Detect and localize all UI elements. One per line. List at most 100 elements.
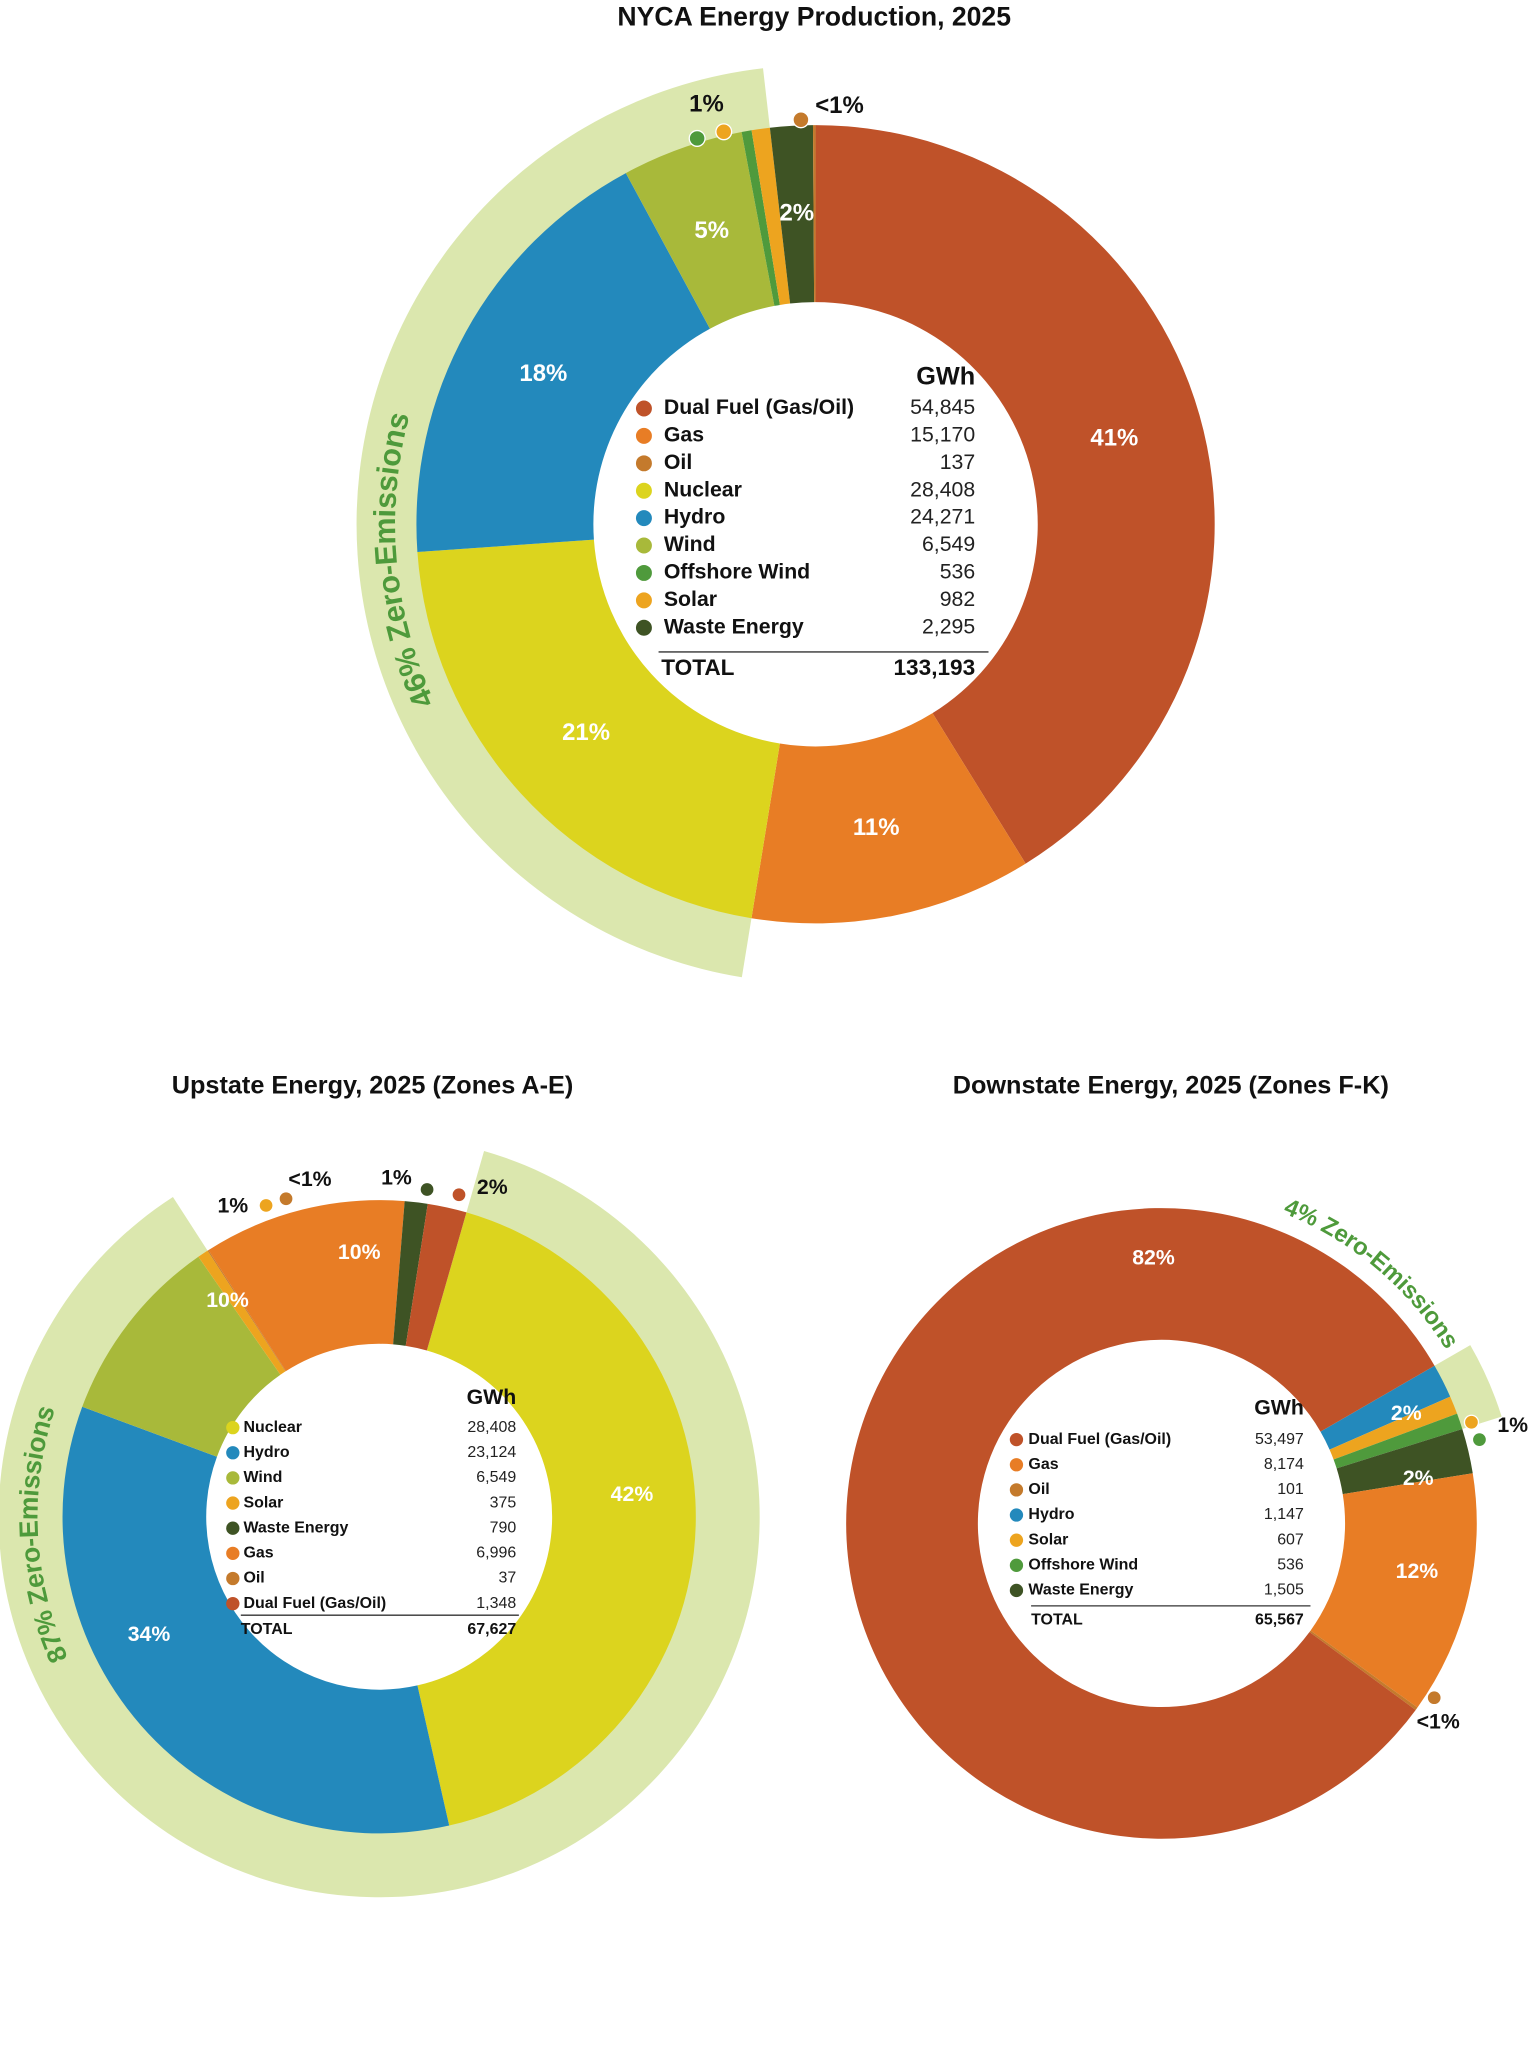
slice (416, 173, 710, 552)
legend-total-name: TOTAL (241, 1621, 293, 1638)
legend-value: 790 (490, 1519, 517, 1536)
legend-name: Solar (243, 1494, 283, 1511)
slice-label: 1% (217, 1193, 248, 1217)
slice (1329, 1396, 1458, 1460)
legend-total-name: TOTAL (661, 655, 734, 680)
legend-name: Offshore Wind (664, 560, 810, 584)
legend-name: Oil (243, 1570, 264, 1587)
slice-label: 82% (1132, 1245, 1175, 1269)
legend-value: 28,408 (467, 1419, 516, 1436)
legend-value: 6,996 (476, 1545, 516, 1562)
legend-value: 2,295 (922, 614, 975, 638)
legend-dot (635, 427, 652, 444)
legend-value: 54,845 (910, 395, 975, 419)
legend-dot (635, 537, 652, 554)
legend-dot (226, 1420, 240, 1435)
legend-name: Dual Fuel (Gas/Oil) (243, 1595, 386, 1612)
legend-value: 607 (1277, 1531, 1304, 1548)
legend-name: Gas (243, 1545, 273, 1562)
slice (417, 539, 780, 919)
slice-label: 41% (1090, 425, 1138, 452)
legend-name: Dual Fuel (Gas/Oil) (1028, 1431, 1171, 1448)
legend-dot (1009, 1458, 1024, 1472)
legend-dot (635, 619, 652, 636)
slice (815, 125, 1215, 864)
legend-dot (1009, 1583, 1024, 1598)
legend-dot (226, 1596, 240, 1611)
legend-value: 1,348 (476, 1595, 516, 1612)
leader-dot (278, 1191, 294, 1207)
slice (405, 1203, 467, 1351)
legend-dot (226, 1496, 240, 1510)
slice-label: 5% (694, 217, 729, 244)
slice-label: 42% (611, 1482, 654, 1506)
legend-total-value: 67,627 (467, 1621, 516, 1638)
slice (846, 1208, 1435, 1839)
slice (751, 713, 1026, 924)
legend-dot (635, 482, 652, 499)
slice (393, 1201, 428, 1346)
slice-label: 11% (853, 814, 900, 841)
legend-value: 137 (940, 450, 975, 474)
legend-value: 37 (498, 1570, 516, 1587)
legend-header: GWh (467, 1385, 517, 1409)
legend-name: Oil (1028, 1481, 1049, 1498)
legend-dot (635, 400, 652, 417)
legend-value: 28,408 (910, 477, 975, 501)
legend-value: 6,549 (476, 1469, 516, 1486)
slice (208, 1200, 405, 1372)
slice-label: 18% (519, 360, 567, 387)
chart-title: Downstate Energy, 2025 (Zones F-K) (953, 1072, 1389, 1100)
slice-label: 12% (1396, 1559, 1439, 1583)
legend-dot (226, 1571, 240, 1586)
legend-name: Solar (664, 587, 717, 611)
slice (625, 132, 775, 329)
slice (417, 1212, 696, 1826)
legend-name: Nuclear (243, 1419, 302, 1436)
legend-name: Hydro (664, 505, 725, 529)
chart-title: Upstate Energy, 2025 (Zones A-E) (172, 1072, 574, 1100)
leader-dot (688, 129, 706, 147)
legend-dot (635, 510, 652, 527)
legend-value: 23,124 (467, 1444, 516, 1461)
leader-dot (451, 1187, 467, 1203)
slice (198, 1250, 286, 1375)
slice (741, 130, 780, 306)
leader-dot (792, 111, 810, 129)
legend-name: Nuclear (664, 477, 742, 501)
legend-dot (226, 1471, 240, 1485)
legend-header: GWh (916, 363, 975, 391)
slice-label: 2% (1403, 1466, 1434, 1490)
legend-header: GWh (1254, 1396, 1304, 1420)
legend-value: 536 (1277, 1557, 1304, 1574)
legend-name: Solar (1028, 1531, 1068, 1548)
slice-label: <1% (1417, 1710, 1460, 1734)
slice-label: <1% (288, 1167, 331, 1191)
slice-label: 1% (381, 1165, 412, 1189)
slice (1310, 1473, 1477, 1708)
legend-dot (1009, 1508, 1024, 1522)
legend-value: 15,170 (910, 423, 975, 447)
slice (751, 127, 791, 305)
slice (207, 1250, 286, 1372)
legend-name: Waste Energy (1028, 1582, 1133, 1599)
slice-label: 10% (338, 1240, 381, 1264)
legend-total-name: TOTAL (1031, 1612, 1083, 1629)
slice (812, 125, 816, 303)
legend-value: 101 (1277, 1481, 1304, 1498)
zero-emissions-band (356, 68, 771, 978)
legend-name: Dual Fuel (Gas/Oil) (664, 395, 854, 419)
legend-name: Hydro (1028, 1506, 1074, 1523)
legend-value: 375 (490, 1494, 517, 1511)
legend-value: 8,174 (1264, 1456, 1304, 1473)
legend-name: Offshore Wind (1028, 1557, 1138, 1574)
slice (82, 1256, 281, 1457)
legend-value: 53,497 (1255, 1431, 1304, 1448)
legend-total-value: 133,193 (893, 655, 975, 680)
legend-name: Oil (664, 450, 692, 474)
slice-label: 10% (206, 1288, 249, 1312)
legend-value: 1,147 (1264, 1506, 1304, 1523)
slice-label: 1% (1497, 1413, 1528, 1437)
